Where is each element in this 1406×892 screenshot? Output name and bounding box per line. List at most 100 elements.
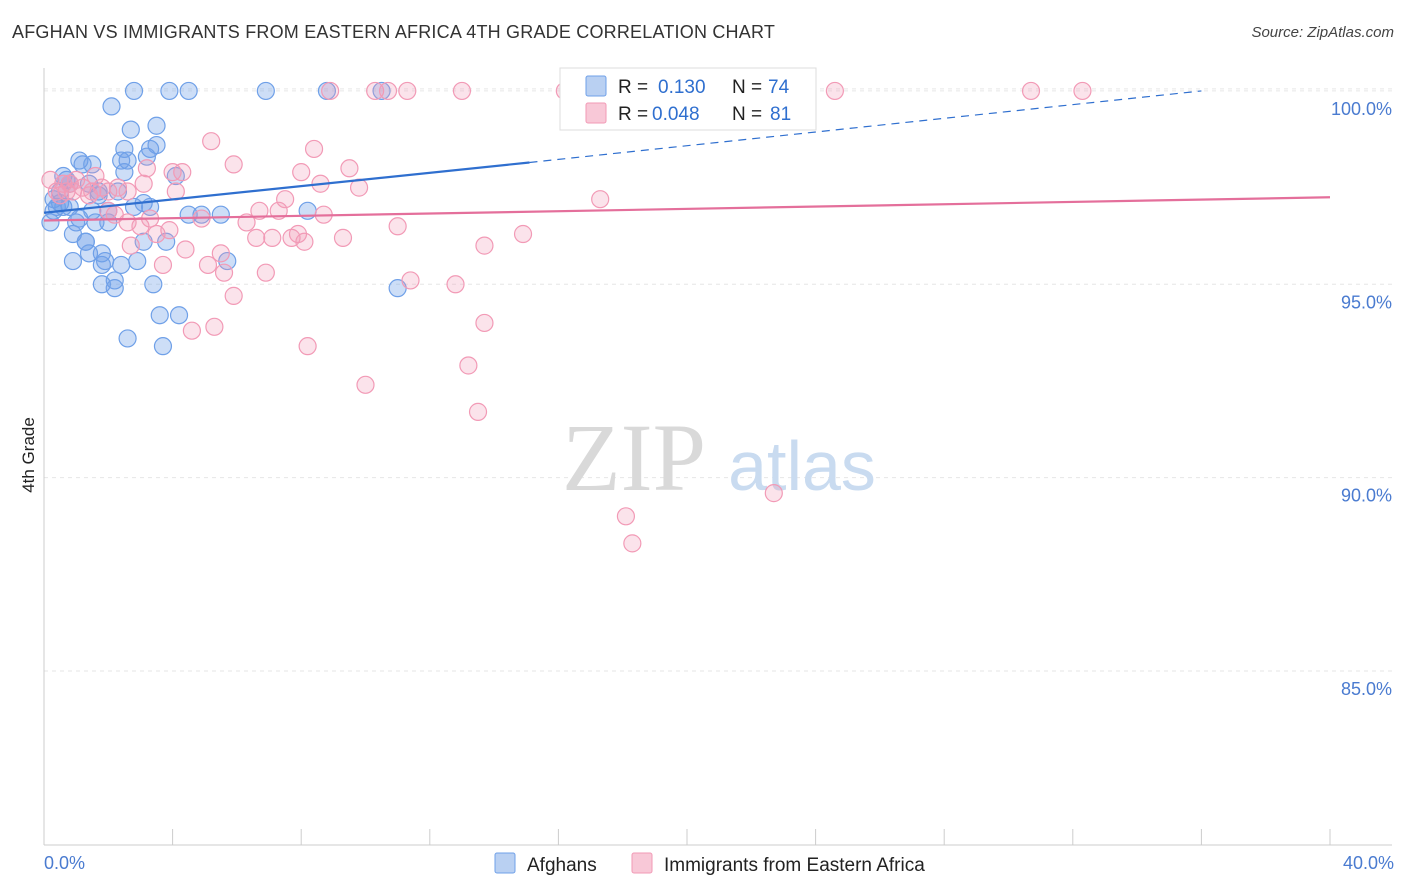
eastern-africa-point (202, 132, 221, 151)
afghans-point (124, 81, 144, 101)
eastern-africa-point (295, 232, 314, 251)
afghans-point (256, 81, 275, 101)
eastern-africa-point (263, 228, 282, 247)
afghans-point (128, 251, 147, 271)
trend-lines (43, 90, 1331, 222)
afghans-point (73, 155, 92, 174)
eastern-africa-point (160, 221, 179, 240)
afghans-point (79, 244, 99, 263)
afghans-point (144, 275, 163, 294)
afghans-point (179, 81, 198, 101)
x-tick-label-min: 0.0% (44, 853, 85, 873)
eastern-africa-point (250, 201, 269, 220)
eastern-africa-point (452, 81, 472, 101)
afghans-point (121, 120, 140, 139)
legend: R = 0.130 N = 74 R = 0.048 N = 81 (559, 67, 817, 131)
legend-n-value-1: 74 (768, 77, 790, 98)
eastern-africa-point (214, 263, 234, 282)
eastern-africa-point (591, 190, 610, 209)
eastern-africa-point (623, 534, 642, 553)
legend-r-value-2: 0.048 (652, 104, 700, 125)
legend-n-value-2: 81 (770, 104, 791, 125)
eastern-africa-point (247, 228, 266, 247)
afghans-point (169, 306, 189, 325)
eastern-africa-point (298, 337, 317, 356)
eastern-africa-point (205, 317, 224, 336)
afghans-point (118, 329, 137, 348)
eastern-africa-point (153, 255, 173, 275)
y-tick-label: 95.0% (1341, 292, 1392, 312)
chart-title: AFGHAN VS IMMIGRANTS FROM EASTERN AFRICA… (12, 22, 776, 42)
legend-r-label-1: R = (618, 77, 648, 98)
eastern-africa-point (388, 217, 407, 236)
eastern-africa-point (321, 81, 340, 101)
eastern-africa-point (764, 484, 783, 503)
afghans-point (150, 306, 169, 325)
afghans-point (372, 81, 391, 101)
y-tick-label: 85.0% (1341, 679, 1392, 699)
bottom-legend: Afghans Immigrants from Eastern Africa (494, 852, 925, 876)
eastern-africa-point (513, 224, 533, 244)
legend-r-label-2: R = (618, 104, 648, 125)
eastern-africa-point (459, 356, 478, 375)
eastern-africa-point (276, 190, 295, 209)
afghans-point (147, 135, 166, 155)
eastern-africa-point (340, 159, 359, 178)
bottom-legend-swatch-eastern-africa (631, 852, 653, 874)
eastern-africa-point (173, 163, 192, 182)
eastern-africa-point (292, 163, 311, 182)
eastern-africa-point (83, 182, 102, 201)
afghans-point (63, 251, 83, 271)
eastern-africa-point (256, 263, 275, 282)
afghans-point (192, 205, 211, 224)
eastern-africa-point (1021, 81, 1041, 101)
eastern-africa-point (378, 81, 398, 101)
afghans-trend-line (43, 161, 530, 214)
afghans-point (105, 271, 124, 290)
eastern-africa-point (825, 81, 844, 101)
eastern-africa-point (118, 182, 137, 201)
afghans-point (83, 155, 102, 174)
eastern-africa-point (137, 159, 156, 178)
eastern-africa-point (121, 236, 140, 255)
watermark-zip: ZIP (562, 404, 706, 511)
watermark: ZIP atlas (562, 404, 876, 511)
eastern-africa-point (398, 81, 417, 101)
eastern-africa-point (269, 201, 288, 220)
legend-swatch-eastern-africa (585, 102, 607, 124)
eastern-africa-point (134, 174, 153, 193)
eastern-africa-point (304, 139, 324, 159)
afghans-point (147, 116, 166, 135)
eastern-africa-point (211, 244, 230, 263)
eastern-africa-point (237, 213, 256, 232)
afghans-point (115, 139, 134, 159)
eastern-africa-point (182, 321, 201, 340)
afghans-trend-extension (529, 90, 1202, 164)
axes: 100.0% 95.0% 90.0% 85.0% 0.0% 40.0% (43, 68, 1394, 873)
eastern-africa-point (1073, 81, 1092, 101)
grid-lines (44, 88, 1392, 672)
watermark-atlas: atlas (728, 427, 876, 505)
afghans-point (76, 232, 95, 251)
eastern-africa-point (616, 507, 636, 526)
eastern-africa-point (401, 271, 420, 290)
afghans-point (41, 213, 60, 232)
eastern-africa-trend-line (43, 196, 1331, 222)
eastern-africa-point (198, 255, 218, 275)
eastern-africa-point (86, 166, 105, 186)
eastern-africa-point (163, 163, 182, 182)
legend-r-value-1: 0.130 (658, 77, 706, 98)
y-axis-title: 4th Grade (19, 417, 38, 493)
afghans-point (95, 251, 115, 271)
eastern-africa-point (99, 182, 118, 201)
eastern-africa-point (224, 286, 243, 305)
y-tick-label: 100.0% (1331, 99, 1392, 119)
eastern-africa-point (224, 155, 243, 174)
bottom-legend-afghans: Afghans (527, 855, 597, 876)
eastern-africa-point (356, 375, 375, 394)
afghans-point (157, 232, 176, 251)
eastern-africa-point (446, 275, 465, 294)
eastern-africa-point (366, 81, 385, 101)
bottom-legend-swatch-afghans (494, 852, 516, 874)
